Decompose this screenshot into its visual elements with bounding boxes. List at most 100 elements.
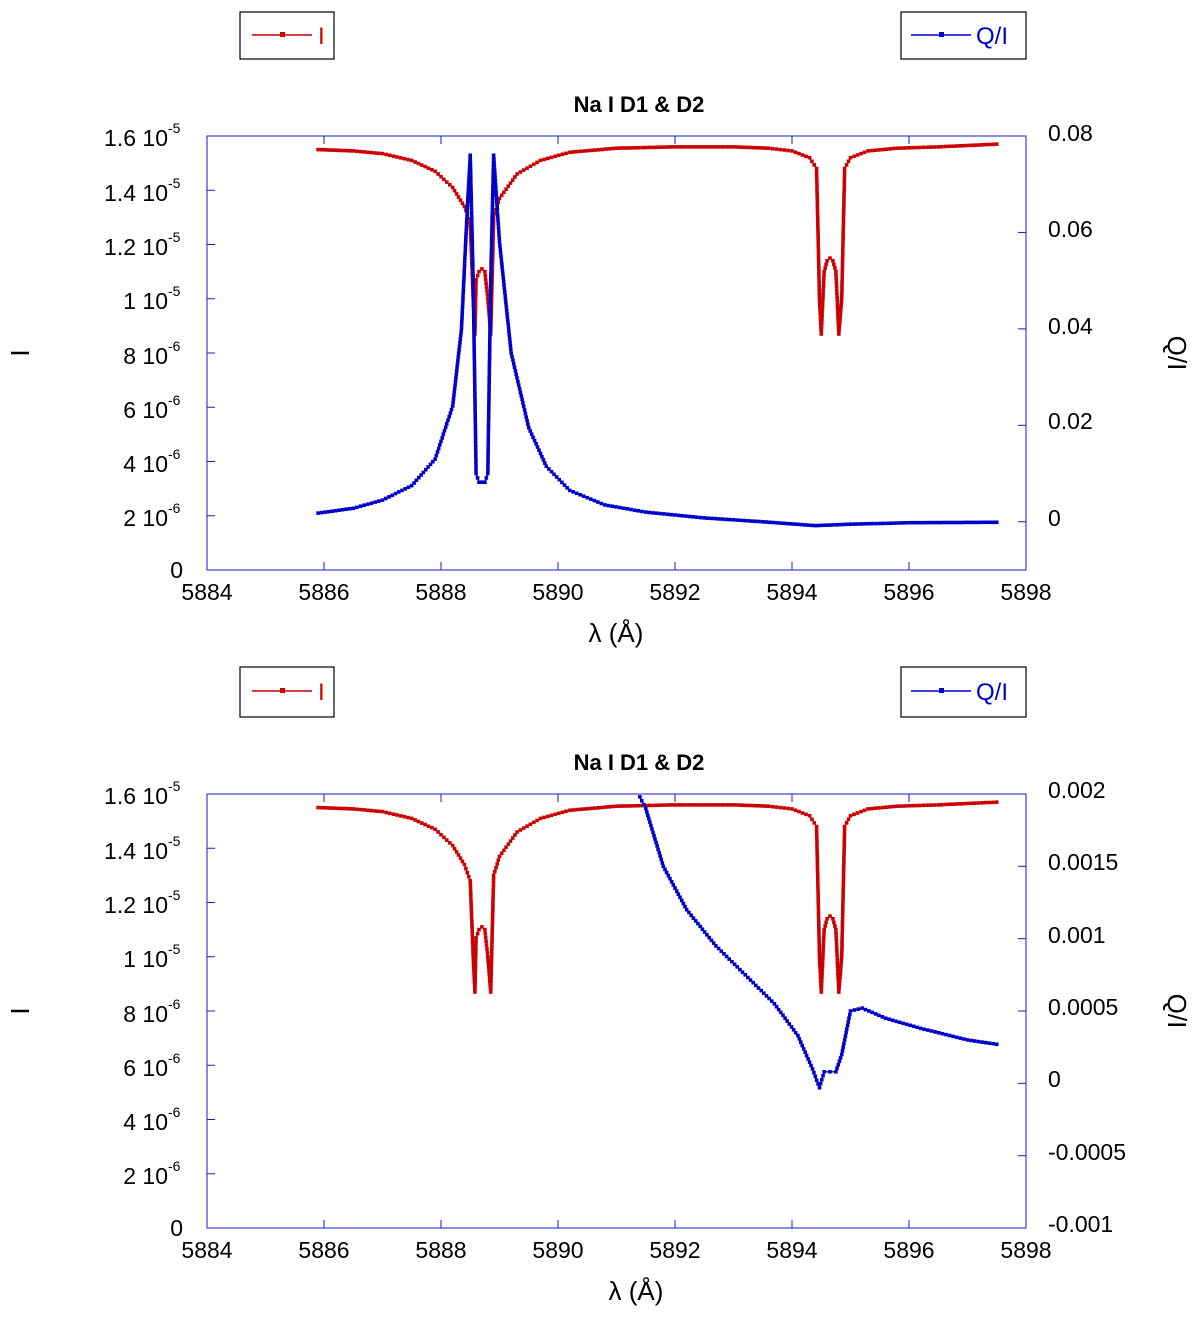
series-marker-i bbox=[647, 803, 652, 808]
series-marker-qi bbox=[344, 507, 348, 511]
series-marker-i bbox=[914, 803, 918, 808]
series-marker-qi bbox=[812, 1070, 816, 1075]
series-marker-qi bbox=[465, 203, 470, 207]
y-left-tick-label: 2 10 bbox=[123, 505, 168, 531]
series-marker-i bbox=[840, 254, 845, 259]
series-marker-qi bbox=[472, 377, 477, 381]
series-marker-qi bbox=[319, 510, 324, 515]
series-marker-i bbox=[600, 805, 604, 810]
series-marker-qi bbox=[962, 1037, 966, 1041]
series-marker-i bbox=[816, 219, 820, 224]
series-marker-qi bbox=[501, 272, 505, 277]
series-marker-i bbox=[469, 915, 474, 919]
series-marker-i bbox=[841, 895, 845, 899]
series-marker-i bbox=[815, 852, 819, 857]
series-marker-i bbox=[720, 145, 725, 149]
series-marker-qi bbox=[436, 446, 441, 451]
series-marker-qi bbox=[453, 383, 457, 387]
series-marker-qi bbox=[472, 366, 477, 371]
series-marker-qi bbox=[472, 352, 477, 357]
series-marker-qi bbox=[673, 886, 677, 890]
series-marker-qi bbox=[454, 369, 459, 373]
series-marker-qi bbox=[438, 443, 442, 447]
series-marker-i bbox=[430, 825, 434, 830]
series-marker-i bbox=[538, 816, 543, 821]
series-marker-i bbox=[600, 147, 604, 152]
series-marker-qi bbox=[503, 297, 508, 302]
series-marker-i bbox=[695, 145, 699, 149]
series-marker-i bbox=[836, 313, 840, 318]
series-marker-qi bbox=[702, 930, 707, 934]
series-marker-i bbox=[821, 284, 826, 289]
series-marker-qi bbox=[523, 411, 528, 416]
series-marker-i bbox=[814, 170, 819, 174]
series-marker-i bbox=[489, 961, 494, 966]
y-left-tick-mantissa: 1.4 10 bbox=[104, 838, 168, 864]
series-marker-qi bbox=[496, 222, 501, 226]
series-marker-i bbox=[943, 144, 948, 149]
series-marker-i bbox=[409, 158, 414, 163]
series-marker-qi bbox=[936, 1031, 941, 1035]
legend-label-i: I bbox=[318, 679, 325, 706]
series-marker-qi bbox=[803, 523, 807, 527]
y-left-tick-exp: -5 bbox=[168, 175, 181, 191]
series-marker-i bbox=[426, 824, 431, 828]
series-marker-qi bbox=[475, 476, 480, 480]
series-marker-i bbox=[833, 266, 837, 270]
series-marker-i bbox=[491, 877, 496, 881]
y-left-tick-label: 4 10 bbox=[123, 1109, 168, 1135]
x-tick-label: 5894 bbox=[766, 579, 817, 605]
series-marker-qi bbox=[651, 511, 655, 515]
y-left-tick-mantissa: 1 10 bbox=[123, 946, 168, 972]
series-marker-i bbox=[816, 244, 821, 248]
series-marker-qi bbox=[472, 317, 476, 321]
series-marker-qi bbox=[464, 238, 468, 242]
series-marker-i bbox=[651, 803, 655, 808]
series-marker-qi bbox=[713, 516, 717, 521]
series-marker-qi bbox=[505, 311, 509, 316]
series-marker-i bbox=[445, 838, 449, 842]
series-marker-i bbox=[458, 198, 463, 202]
series-marker-qi bbox=[393, 491, 398, 496]
series-marker-qi bbox=[525, 418, 529, 423]
series-marker-qi bbox=[578, 493, 582, 497]
series-marker-i bbox=[951, 802, 955, 806]
series-marker-i bbox=[820, 968, 825, 972]
series-marker-qi bbox=[803, 1050, 807, 1054]
series-marker-i bbox=[816, 230, 820, 234]
series-marker-qi bbox=[984, 1040, 988, 1045]
series-marker-i bbox=[821, 942, 826, 947]
series-marker-i bbox=[738, 145, 743, 149]
series-marker-qi bbox=[787, 1022, 792, 1026]
series-marker-qi bbox=[486, 471, 490, 476]
series-marker-i bbox=[821, 957, 825, 961]
series-marker-qi bbox=[700, 927, 705, 931]
series-marker-qi bbox=[490, 221, 494, 226]
series-marker-i bbox=[483, 273, 488, 278]
series-marker-i bbox=[816, 258, 821, 262]
series-marker-i bbox=[822, 273, 826, 278]
series-marker-qi bbox=[785, 521, 790, 526]
series-marker-i bbox=[821, 291, 825, 296]
series-marker-qi bbox=[801, 1047, 806, 1051]
series-marker-qi bbox=[841, 1045, 845, 1049]
series-marker-qi bbox=[816, 1082, 820, 1086]
series-marker-qi bbox=[488, 338, 492, 343]
series-marker-qi bbox=[467, 178, 471, 182]
series-marker-qi bbox=[629, 507, 633, 512]
series-marker-i bbox=[486, 955, 490, 959]
series-marker-qi bbox=[471, 275, 475, 279]
series-marker-i bbox=[810, 817, 814, 822]
series-marker-i bbox=[684, 145, 688, 149]
series-marker-qi bbox=[473, 405, 477, 409]
series-marker-i bbox=[839, 296, 844, 301]
series-marker-qi bbox=[813, 523, 818, 528]
series-marker-qi bbox=[648, 820, 652, 824]
series-marker-qi bbox=[842, 1038, 847, 1042]
series-marker-qi bbox=[497, 233, 501, 237]
series-marker-i bbox=[347, 149, 352, 153]
series-marker-i bbox=[818, 965, 822, 970]
series-marker-qi bbox=[462, 259, 467, 264]
series-marker-i bbox=[636, 145, 641, 150]
series-marker-i bbox=[538, 158, 543, 163]
